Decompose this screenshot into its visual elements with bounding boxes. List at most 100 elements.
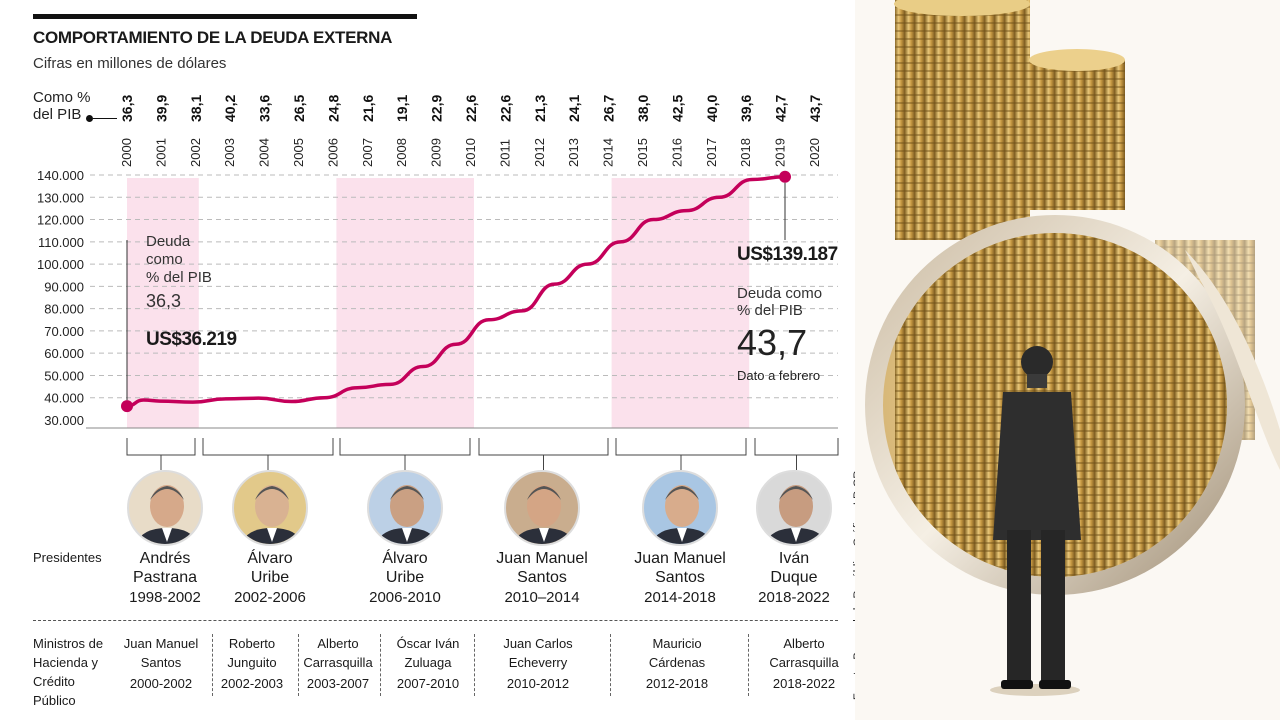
year-label: 2000 <box>119 138 134 167</box>
period-bracket <box>478 438 609 456</box>
year-label: 2010 <box>463 138 478 167</box>
minister-name: Mauricio Cárdenas <box>622 634 732 672</box>
minister-name-line1: Óscar Iván <box>396 636 460 651</box>
debt-line-chart: 140.000 130.000 120.000 110.000 100.000 90.00… <box>37 95 839 470</box>
right-callout-line1: Deuda como <box>737 285 823 302</box>
pib-percent-label: 39,9 <box>153 95 169 122</box>
president-term: 2018-2022 <box>758 589 830 606</box>
minister-column-divider <box>748 634 749 696</box>
ministers-label-line3: Crédito <box>33 674 75 689</box>
year-label: 2014 <box>601 138 616 167</box>
pib-label-line1: Como % <box>33 89 91 106</box>
minister-name-line1: Juan Manuel <box>123 636 199 651</box>
president-name-line2: Pastrana <box>132 569 198 586</box>
grid-lines <box>86 174 838 429</box>
minister-term: 2010-2012 <box>506 676 570 691</box>
president-name-line1: Juan Manuel <box>496 550 588 567</box>
start-point <box>121 400 133 413</box>
pib-marker-dot <box>86 115 93 122</box>
minister-name-line1: Alberto <box>783 636 825 651</box>
president-name-line1: Andrés <box>139 550 191 567</box>
presidents-row-label: Presidentes <box>33 550 102 565</box>
minister-name: Óscar Iván Zuluaga <box>383 634 473 672</box>
y-tick-label: 130.000 <box>37 190 84 205</box>
right-callout-text: Deuda como % del PIB <box>737 285 822 319</box>
pib-percent-label: 40,2 <box>222 95 238 122</box>
president-name: Juan Manuel Santos <box>472 549 612 587</box>
president-name: Iván Duque <box>724 549 864 587</box>
minister-name: Alberto Carrasquilla <box>298 634 378 672</box>
pib-percent-label: 26,5 <box>291 95 307 122</box>
minister-term: 2003-2007 <box>306 676 370 691</box>
ministers-row-label: Ministros de Hacienda y Crédito Público <box>33 634 103 710</box>
y-tick-label: 100.000 <box>37 257 84 272</box>
president-term: 1998-2002 <box>129 589 201 606</box>
year-label: 2009 <box>429 138 444 167</box>
president-name-line2: Santos <box>655 569 705 586</box>
row-separator <box>33 620 838 621</box>
pib-percent-label: 38,0 <box>635 95 651 122</box>
end-point <box>779 170 791 183</box>
pib-percent-label: 38,1 <box>188 95 204 122</box>
left-callout-pct: 36,3 <box>146 291 182 311</box>
president-name: Álvaro Uribe <box>335 549 475 587</box>
president-portrait <box>765 485 827 544</box>
year-label: 2005 <box>291 138 306 167</box>
president-photo <box>756 470 832 546</box>
pib-percent-label: 42,5 <box>669 95 685 122</box>
year-label: 2008 <box>394 138 409 167</box>
left-callout-value: US$36.219 <box>146 329 237 350</box>
year-label: 2011 <box>497 139 512 167</box>
president-name: Álvaro Uribe <box>200 549 340 587</box>
president-name-line2: Uribe <box>250 569 290 586</box>
pib-percent-label: 24,8 <box>325 95 341 122</box>
minister-term: 2007-2010 <box>396 676 460 691</box>
president-name-line2: Duque <box>770 569 818 586</box>
pib-percent-label: 21,3 <box>532 95 548 122</box>
president-name-line1: Iván <box>778 550 810 567</box>
pib-percent-label: 24,1 <box>566 95 582 122</box>
left-callout-line1: Deuda <box>146 233 191 250</box>
president-name-line1: Álvaro <box>382 550 428 567</box>
period-bracket <box>615 438 747 456</box>
minister-term: 2012-2018 <box>645 676 709 691</box>
ministers-label-line1: Ministros de <box>33 636 104 651</box>
minister-name: Roberto Junguito <box>212 634 292 672</box>
y-tick-label: 30.000 <box>44 413 84 428</box>
president-photo <box>127 470 203 546</box>
minister-name-line1: Juan Carlos <box>503 636 573 651</box>
chart-title: COMPORTAMIENTO DE LA DEUDA EXTERNA <box>33 28 393 47</box>
president-photo <box>232 470 308 546</box>
year-label: 2012 <box>532 138 547 167</box>
year-label: 2001 <box>153 138 168 167</box>
shaded-periods <box>127 178 750 428</box>
minister-name-line2: Zuluaga <box>404 655 452 670</box>
y-tick-label: 120.000 <box>37 213 84 228</box>
y-tick-label: 40.000 <box>44 391 84 406</box>
y-tick-labels: 140.000 130.000 120.000 110.000 100.000 90.00… <box>37 168 84 428</box>
minister-term: 2000-2002 <box>129 676 193 691</box>
period-bracket <box>126 438 196 456</box>
president-photo <box>367 470 443 546</box>
president-name: Juan Manuel Santos <box>610 549 750 587</box>
president-term: 2014-2018 <box>644 589 716 606</box>
period-bracket <box>339 438 471 456</box>
minister-name-line1: Mauricio <box>652 636 702 651</box>
pib-percent-label: 42,7 <box>773 95 789 122</box>
right-callout-note: Dato a febrero <box>737 368 821 383</box>
president-photo <box>504 470 580 546</box>
minister-name-line1: Alberto <box>317 636 359 651</box>
y-tick-label: 90.000 <box>44 279 84 294</box>
left-callout-text: Deuda como % del PIB <box>146 233 212 287</box>
president-name-line1: Álvaro <box>247 550 293 567</box>
pib-label-line2: del PIB <box>33 106 82 123</box>
y-tick-label: 110.000 <box>38 235 84 250</box>
year-label: 2013 <box>566 138 581 167</box>
pib-percent-label: 36,3 <box>119 95 135 122</box>
president-name-line2: Uribe <box>385 569 425 586</box>
year-label: 2017 <box>704 138 719 167</box>
pib-percent-label: 22,9 <box>429 95 445 122</box>
year-label: 2018 <box>738 138 753 167</box>
minister-name: Juan Manuel Santos <box>116 634 206 672</box>
right-callout-pct: 43,7 <box>737 322 808 363</box>
